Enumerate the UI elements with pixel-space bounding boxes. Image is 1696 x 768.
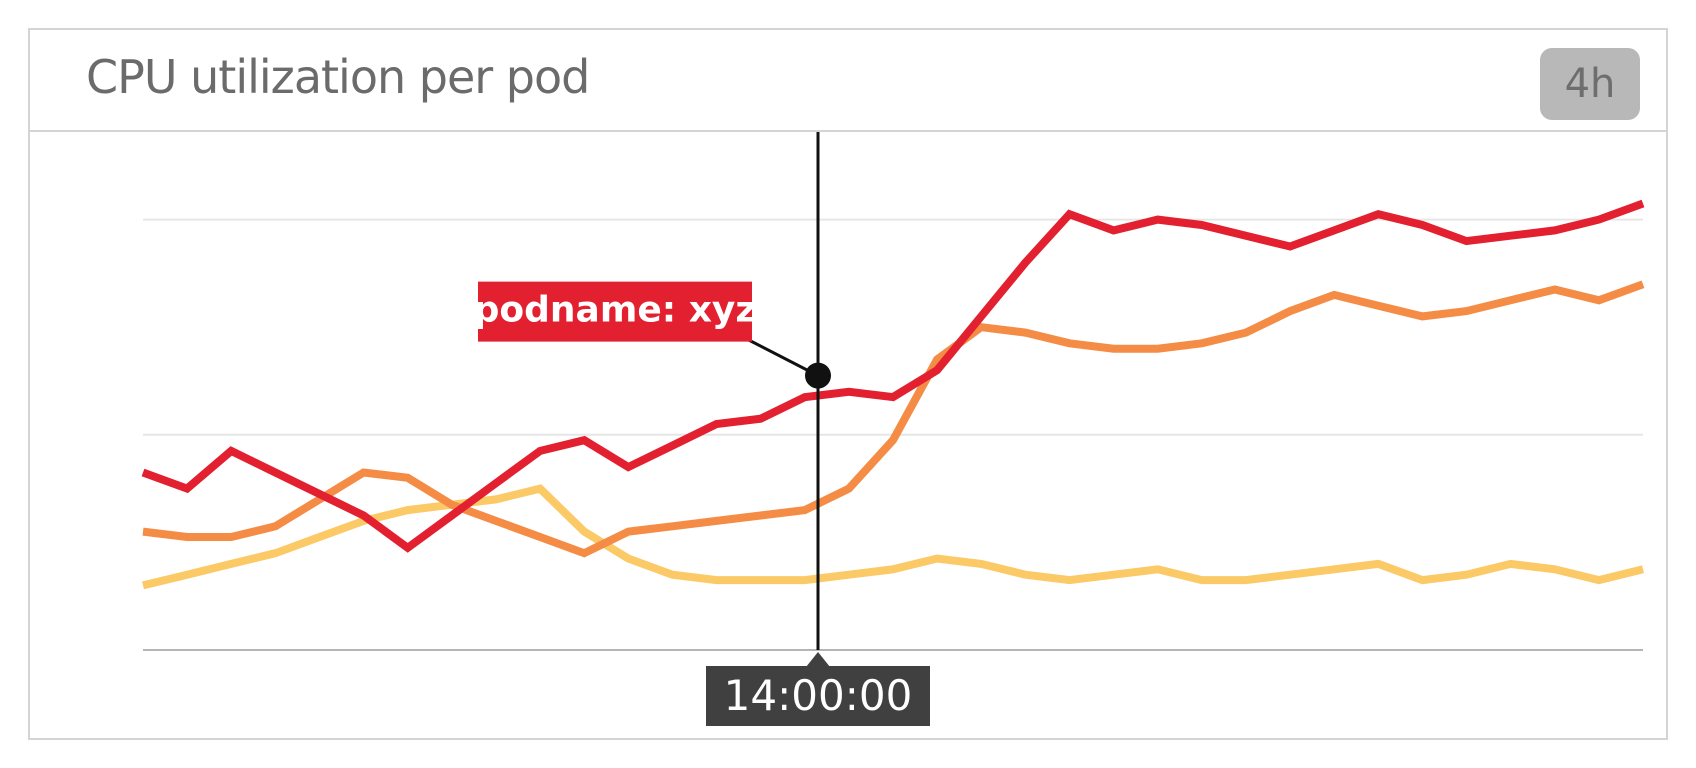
series-line-2 [142, 280, 1645, 558]
panel-header: CPU utilization per pod 4h [30, 30, 1666, 132]
tooltip-box [478, 281, 752, 342]
crosshair-time-label: 14:00:00 [724, 671, 913, 720]
time-label-notch [806, 652, 830, 667]
series-line-3 [142, 484, 1644, 590]
time-label-box [706, 666, 930, 726]
series-line-1 [141, 199, 1645, 553]
tooltip-label: podname: xyz [474, 290, 757, 331]
hover-point [805, 362, 831, 389]
panel-title: CPU utilization per pod [86, 50, 590, 104]
tooltip-connector [747, 338, 819, 377]
chart-panel: CPU utilization per pod 4h [28, 28, 1668, 740]
crosshair-layer: podname: xyz 14:00:00 [474, 132, 930, 726]
time-range-badge[interactable]: 4h [1540, 48, 1640, 120]
series-layer [141, 199, 1645, 590]
